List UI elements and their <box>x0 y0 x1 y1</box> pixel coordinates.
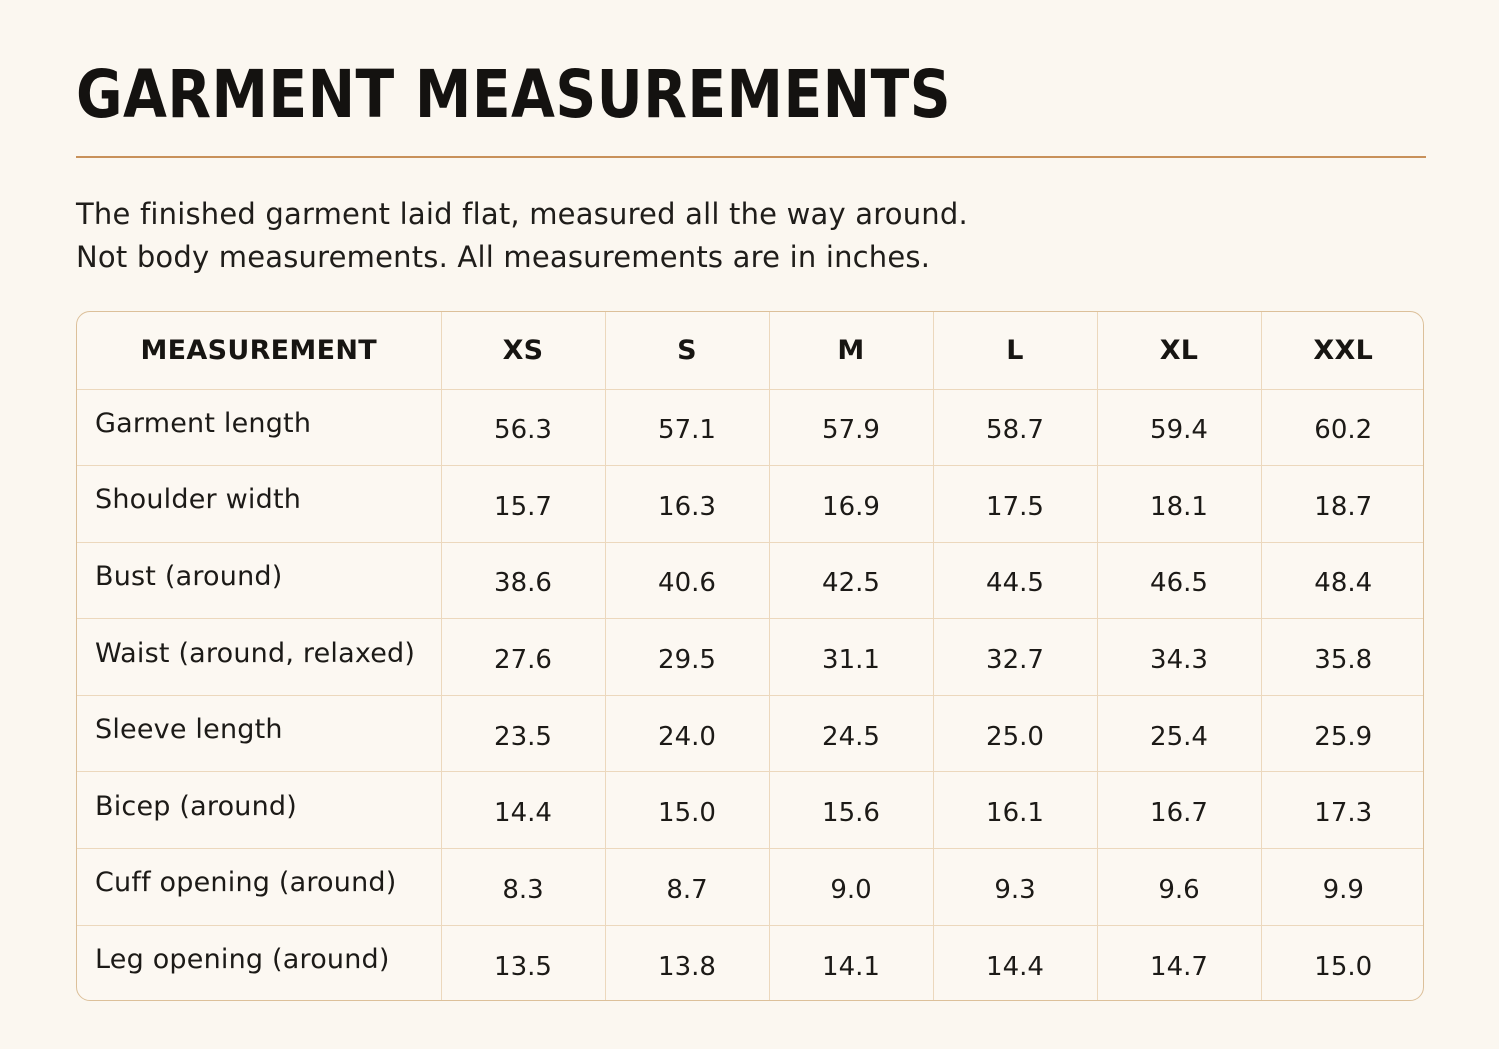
table-row: Leg opening (around) 13.5 13.8 14.1 14.4… <box>77 925 1423 1000</box>
table-cell: 24.0 <box>605 695 770 773</box>
table-cell: 13.5 <box>441 925 606 1000</box>
table-cell: 9.9 <box>1261 848 1423 926</box>
row-label: Sleeve length <box>77 695 442 773</box>
table-row: Garment length 56.3 57.1 57.9 58.7 59.4 … <box>77 389 1423 467</box>
row-label: Shoulder width <box>77 465 442 543</box>
table-cell: 14.1 <box>769 925 934 1000</box>
table-cell: 25.4 <box>1097 695 1262 773</box>
table-cell: 44.5 <box>933 542 1098 620</box>
table-cell: 57.9 <box>769 389 934 467</box>
table-row: Cuff opening (around) 8.3 8.7 9.0 9.3 9.… <box>77 848 1423 926</box>
row-label: Bicep (around) <box>77 771 442 850</box>
header-size-m: M <box>769 312 934 390</box>
table-cell: 14.4 <box>933 925 1098 1000</box>
table-cell: 8.3 <box>441 848 606 926</box>
row-label: Cuff opening (around) <box>77 848 442 926</box>
table-header-row: MEASUREMENT XS S M L XL XXL <box>77 312 1423 390</box>
table-cell: 34.3 <box>1097 618 1262 696</box>
intro-line-1: The finished garment laid flat, measured… <box>76 197 968 231</box>
table-cell: 29.5 <box>605 618 770 696</box>
header-size-l: L <box>933 312 1098 390</box>
table-cell: 15.7 <box>441 465 606 543</box>
measurements-table-container: MEASUREMENT XS S M L XL XXL Garment leng… <box>76 311 1424 1001</box>
header-size-xxl: XXL <box>1261 312 1423 390</box>
table-cell: 46.5 <box>1097 542 1262 620</box>
header-size-xl: XL <box>1097 312 1262 390</box>
table-cell: 17.5 <box>933 465 1098 543</box>
table-cell: 16.3 <box>605 465 770 543</box>
table-cell: 16.1 <box>933 771 1098 850</box>
table-cell: 25.9 <box>1261 695 1423 773</box>
table-cell: 48.4 <box>1261 542 1423 620</box>
row-label: Leg opening (around) <box>77 925 442 1000</box>
table-cell: 9.3 <box>933 848 1098 926</box>
table-cell: 57.1 <box>605 389 770 467</box>
table-cell: 18.7 <box>1261 465 1423 543</box>
table-cell: 16.7 <box>1097 771 1262 850</box>
table-cell: 38.6 <box>441 542 606 620</box>
header-size-s: S <box>605 312 770 390</box>
table-cell: 25.0 <box>933 695 1098 773</box>
table-row: Shoulder width 15.7 16.3 16.9 17.5 18.1 … <box>77 465 1423 543</box>
table-row: Bust (around) 38.6 40.6 42.5 44.5 46.5 4… <box>77 542 1423 620</box>
measurements-table: MEASUREMENT XS S M L XL XXL Garment leng… <box>77 312 1423 1000</box>
table-cell: 27.6 <box>441 618 606 696</box>
title-divider <box>76 156 1426 158</box>
table-cell: 23.5 <box>441 695 606 773</box>
intro-text: The finished garment laid flat, measured… <box>76 193 1426 279</box>
table-cell: 31.1 <box>769 618 934 696</box>
row-label: Garment length <box>77 389 442 467</box>
table-cell: 58.7 <box>933 389 1098 467</box>
row-label: Waist (around, relaxed) <box>77 618 442 696</box>
table-cell: 16.9 <box>769 465 934 543</box>
table-cell: 8.7 <box>605 848 770 926</box>
table-cell: 17.3 <box>1261 771 1423 850</box>
table-row: Sleeve length 23.5 24.0 24.5 25.0 25.4 2… <box>77 695 1423 773</box>
header-size-xs: XS <box>441 312 606 390</box>
table-cell: 35.8 <box>1261 618 1423 696</box>
table-cell: 32.7 <box>933 618 1098 696</box>
page-title: GARMENT MEASUREMENTS <box>76 56 952 133</box>
table-cell: 15.0 <box>605 771 770 850</box>
header-measurement: MEASUREMENT <box>77 312 442 390</box>
table-cell: 42.5 <box>769 542 934 620</box>
table-cell: 18.1 <box>1097 465 1262 543</box>
table-cell: 60.2 <box>1261 389 1423 467</box>
table-cell: 13.8 <box>605 925 770 1000</box>
table-cell: 14.4 <box>441 771 606 850</box>
table-cell: 24.5 <box>769 695 934 773</box>
table-row: Waist (around, relaxed) 27.6 29.5 31.1 3… <box>77 618 1423 696</box>
table-cell: 14.7 <box>1097 925 1262 1000</box>
table-cell: 56.3 <box>441 389 606 467</box>
table-cell: 9.6 <box>1097 848 1262 926</box>
table-cell: 40.6 <box>605 542 770 620</box>
table-cell: 15.6 <box>769 771 934 850</box>
row-label: Bust (around) <box>77 542 442 620</box>
table-cell: 59.4 <box>1097 389 1262 467</box>
table-cell: 15.0 <box>1314 951 1373 982</box>
table-row: Bicep (around) 14.4 15.0 15.6 16.1 16.7 … <box>77 771 1423 850</box>
table-cell: 9.0 <box>769 848 934 926</box>
intro-line-2: Not body measurements. All measurements … <box>76 240 931 274</box>
